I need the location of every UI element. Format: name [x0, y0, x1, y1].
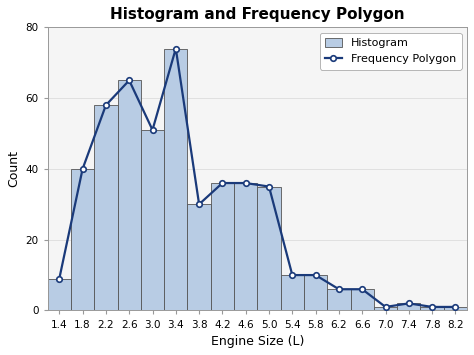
Y-axis label: Count: Count: [7, 151, 20, 187]
Legend: Histogram, Frequency Polygon: Histogram, Frequency Polygon: [319, 33, 462, 70]
Bar: [164, 49, 187, 311]
X-axis label: Engine Size (L): Engine Size (L): [210, 335, 304, 348]
Frequency Polygon: [453, 305, 458, 309]
Bar: [327, 289, 351, 311]
Frequency Polygon: [150, 128, 155, 132]
Frequency Polygon: [313, 273, 319, 277]
Line: Frequency Polygon: Frequency Polygon: [56, 46, 458, 310]
Frequency Polygon: [336, 287, 342, 291]
Frequency Polygon: [359, 287, 365, 291]
Frequency Polygon: [56, 277, 62, 281]
Frequency Polygon: [127, 78, 132, 82]
Bar: [257, 187, 281, 311]
Frequency Polygon: [103, 103, 109, 107]
Frequency Polygon: [196, 202, 202, 206]
Frequency Polygon: [383, 305, 388, 309]
Frequency Polygon: [266, 185, 272, 189]
Frequency Polygon: [290, 273, 295, 277]
Frequency Polygon: [406, 301, 411, 306]
Bar: [71, 169, 94, 311]
Bar: [304, 275, 327, 311]
Bar: [234, 183, 257, 311]
Bar: [351, 289, 374, 311]
Bar: [397, 304, 420, 311]
Frequency Polygon: [173, 47, 179, 51]
Bar: [281, 275, 304, 311]
Bar: [94, 105, 118, 311]
Bar: [374, 307, 397, 311]
Bar: [48, 279, 71, 311]
Bar: [420, 307, 444, 311]
Frequency Polygon: [80, 167, 85, 171]
Title: Histogram and Frequency Polygon: Histogram and Frequency Polygon: [110, 7, 405, 22]
Bar: [444, 307, 467, 311]
Frequency Polygon: [243, 181, 248, 185]
Bar: [187, 204, 211, 311]
Frequency Polygon: [219, 181, 225, 185]
Bar: [141, 130, 164, 311]
Frequency Polygon: [429, 305, 435, 309]
Bar: [118, 80, 141, 311]
Bar: [211, 183, 234, 311]
